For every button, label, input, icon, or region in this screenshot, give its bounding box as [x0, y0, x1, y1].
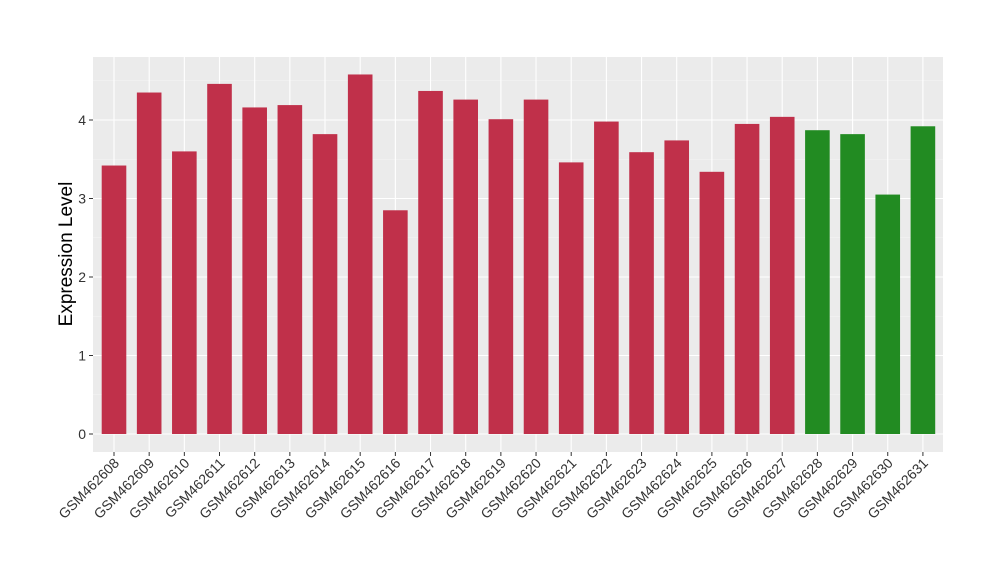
bar-GSM462631 — [910, 126, 936, 434]
bar-GSM462619 — [488, 119, 514, 434]
y-tick-label: 4 — [78, 112, 86, 128]
bar-GSM462612 — [242, 107, 267, 434]
bar-GSM462622 — [594, 121, 619, 434]
x-axis: GSM462608GSM462609GSM462610GSM462611GSM4… — [55, 452, 931, 522]
bar-GSM462609 — [136, 92, 162, 435]
y-tick-label: 3 — [78, 191, 86, 207]
bar-GSM462626 — [734, 123, 760, 435]
bar-GSM462628 — [805, 130, 830, 434]
bar-GSM462617 — [418, 90, 443, 434]
y-axis: 0 1 2 3 4 — [78, 112, 93, 442]
bar-GSM462611 — [207, 83, 232, 434]
y-tick-label: 2 — [78, 269, 86, 285]
bar-GSM462627 — [769, 116, 795, 435]
bar-GSM462614 — [312, 134, 338, 434]
bars — [101, 74, 936, 435]
bar-GSM462615 — [347, 74, 373, 434]
y-axis-title: Expression Level — [56, 182, 77, 327]
y-tick-label: 0 — [78, 426, 86, 442]
bar-GSM462621 — [558, 162, 584, 434]
bar-GSM462623 — [629, 152, 654, 434]
bar-GSM462610 — [172, 151, 197, 434]
bar-GSM462613 — [277, 105, 303, 435]
bar-GSM462616 — [383, 210, 408, 434]
bar-GSM462608 — [101, 165, 127, 434]
bar-GSM462630 — [875, 194, 901, 434]
bar-GSM462625 — [699, 171, 725, 434]
bar-GSM462629 — [840, 134, 865, 434]
bar-GSM462618 — [453, 99, 478, 434]
bar-GSM462624 — [664, 140, 690, 434]
bar-GSM462620 — [523, 99, 549, 434]
plot-panel — [93, 57, 943, 452]
y-tick-label: 1 — [78, 348, 86, 364]
